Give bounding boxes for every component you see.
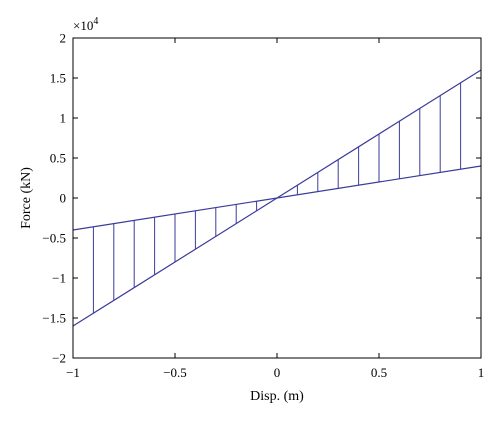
axis-ticks: −1 −0.5 0 0.5 1 −2 −1.5 −1 −0.5 0 0.5 1 1.5 2 xyxy=(42,31,484,381)
y-tick-label-4: 0 xyxy=(60,191,67,206)
y-multiplier-exponent: 4 xyxy=(93,16,98,27)
y-multiplier-base: ×10 xyxy=(73,18,93,33)
y-tick-label-1: −1.5 xyxy=(42,311,66,326)
y-tick-label-6: 1 xyxy=(60,111,67,126)
y-tick-label-5: 0.5 xyxy=(50,151,66,166)
x-tick-label-2: 0 xyxy=(274,365,281,380)
y-tick-label-0: −2 xyxy=(52,351,66,366)
x-axis-label: Disp. (m) xyxy=(250,389,304,404)
plot-area xyxy=(72,69,482,327)
y-tick-label-8: 2 xyxy=(60,31,67,46)
y-tick-label-7: 1.5 xyxy=(50,71,66,86)
y-axis-multiplier: ×104 xyxy=(73,16,98,33)
x-tick-label-3: 0.5 xyxy=(371,365,387,380)
x-tick-label-1: −0.5 xyxy=(163,365,187,380)
y-tick-label-3: −0.5 xyxy=(42,231,66,246)
series-line-1 xyxy=(72,165,482,231)
x-tick-label-0: −1 xyxy=(66,365,80,380)
y-tick-label-2: −1 xyxy=(52,271,66,286)
y-axis-label: Force (kN) xyxy=(19,167,34,229)
x-tick-label-4: 1 xyxy=(478,365,485,380)
